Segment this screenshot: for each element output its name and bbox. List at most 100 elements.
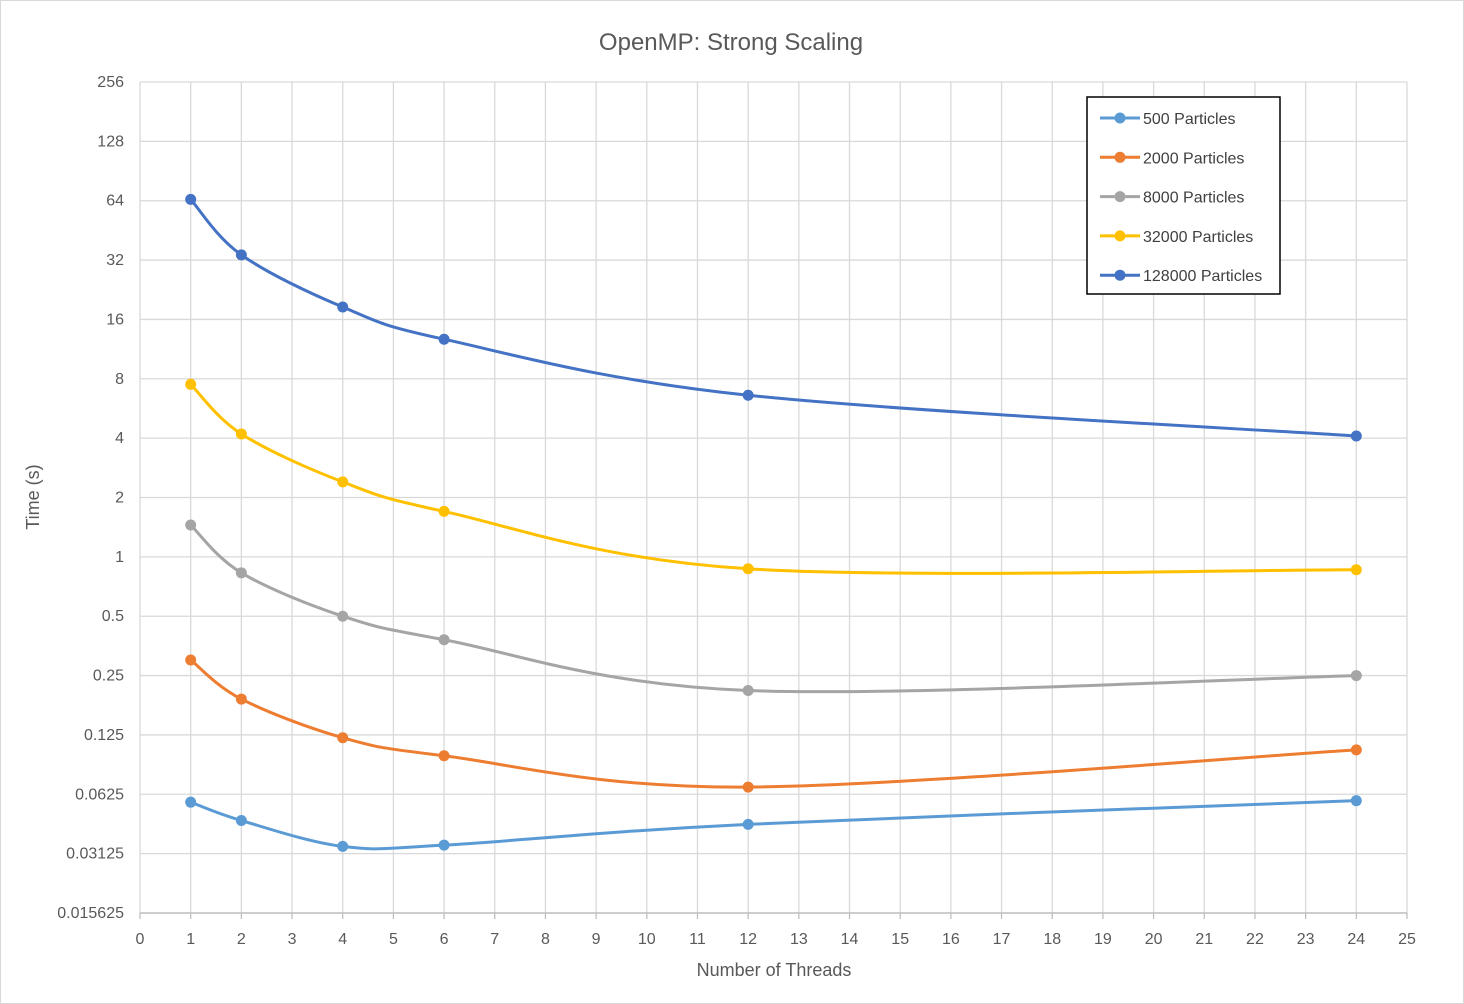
x-tick-label: 23 bbox=[1297, 931, 1315, 948]
y-tick-label: 0.125 bbox=[84, 727, 124, 744]
x-tick-label: 3 bbox=[288, 931, 297, 948]
y-tick-label: 2 bbox=[115, 490, 124, 507]
x-tick-label: 19 bbox=[1094, 931, 1112, 948]
series-0 bbox=[185, 795, 1362, 852]
x-tick-label: 8 bbox=[541, 931, 550, 948]
data-point bbox=[235, 815, 247, 827]
x-tick-label: 2 bbox=[237, 931, 246, 948]
y-tick-label: 128 bbox=[97, 133, 124, 150]
data-point bbox=[337, 610, 349, 622]
x-tick-label: 25 bbox=[1398, 931, 1416, 948]
legend-swatch-marker bbox=[1114, 191, 1126, 203]
y-tick-label: 32 bbox=[106, 252, 124, 269]
legend-swatch-marker bbox=[1114, 269, 1126, 281]
data-point bbox=[438, 634, 450, 646]
legend-item: 32000 Particles bbox=[1100, 229, 1253, 246]
x-tick-label: 9 bbox=[592, 931, 601, 948]
x-tick-label: 11 bbox=[689, 931, 706, 948]
series-3 bbox=[185, 378, 1362, 576]
data-point bbox=[742, 818, 754, 830]
x-axis-title: Number of Threads bbox=[697, 960, 852, 980]
data-point bbox=[742, 389, 754, 401]
x-tick-label: 10 bbox=[638, 931, 656, 948]
x-tick-label: 4 bbox=[338, 931, 347, 948]
legend-item: 8000 Particles bbox=[1100, 190, 1244, 207]
y-tick-label: 0.03125 bbox=[66, 846, 124, 863]
y-tick-label: 0.5 bbox=[102, 608, 124, 625]
y-tick-label: 4 bbox=[115, 430, 124, 447]
x-tick-label: 6 bbox=[440, 931, 449, 948]
legend-swatch-marker bbox=[1114, 151, 1126, 163]
legend-swatch-marker bbox=[1114, 230, 1126, 242]
data-point bbox=[1350, 430, 1362, 442]
x-tick-label: 22 bbox=[1246, 931, 1264, 948]
x-tick-label: 13 bbox=[790, 931, 808, 948]
y-tick-label: 0.015625 bbox=[57, 905, 124, 922]
data-point bbox=[1350, 795, 1362, 807]
data-point bbox=[438, 750, 450, 762]
x-tick-label: 0 bbox=[136, 931, 145, 948]
x-tick-label: 24 bbox=[1347, 931, 1365, 948]
x-tick-label: 5 bbox=[389, 931, 398, 948]
data-point bbox=[235, 428, 247, 440]
data-point bbox=[235, 693, 247, 705]
y-tick-label: 64 bbox=[106, 193, 124, 210]
series-line bbox=[189, 658, 1358, 789]
data-point bbox=[438, 505, 450, 517]
data-point bbox=[1350, 670, 1362, 682]
x-tick-label: 18 bbox=[1043, 931, 1061, 948]
x-tick-label: 17 bbox=[993, 931, 1011, 948]
legend-label: 32000 Particles bbox=[1143, 229, 1253, 246]
x-tick-label: 16 bbox=[942, 931, 960, 948]
data-point bbox=[438, 839, 450, 851]
legend-item: 2000 Particles bbox=[1100, 150, 1244, 167]
x-tick-label: 21 bbox=[1195, 931, 1213, 948]
chart-title: OpenMP: Strong Scaling bbox=[599, 29, 863, 56]
series-2 bbox=[185, 519, 1362, 697]
y-axis-title: Time (s) bbox=[23, 464, 43, 529]
y-tick-label: 256 bbox=[97, 74, 124, 91]
x-tick-label: 7 bbox=[490, 931, 499, 948]
legend-item: 128000 Particles bbox=[1100, 268, 1262, 285]
x-tick-label: 14 bbox=[841, 931, 859, 948]
gridlines bbox=[139, 81, 1408, 914]
x-tick-label: 1 bbox=[186, 931, 195, 948]
data-point bbox=[337, 732, 349, 744]
series-1 bbox=[185, 654, 1362, 793]
y-tick-labels: 256 128 64 32 16 8 4 2 1 0.5 0.25 0.125 0.0625 0.0312… bbox=[57, 74, 124, 922]
legend-label: 8000 Particles bbox=[1143, 190, 1244, 207]
legend: 500 Particles 2000 Particles 8000 Particle… bbox=[1086, 96, 1281, 295]
x-tick-label: 15 bbox=[891, 931, 909, 948]
legend-item: 500 Particles bbox=[1100, 111, 1236, 128]
data-point bbox=[185, 654, 197, 666]
data-point bbox=[235, 567, 247, 579]
x-tick-label: 20 bbox=[1145, 931, 1163, 948]
data-point bbox=[742, 685, 754, 697]
y-tick-label: 0.0625 bbox=[75, 786, 124, 803]
data-point bbox=[185, 193, 197, 205]
legend-label: 2000 Particles bbox=[1143, 150, 1244, 167]
y-tick-label: 0.25 bbox=[93, 668, 124, 685]
series-line bbox=[189, 382, 1358, 575]
y-tick-label: 8 bbox=[115, 371, 124, 388]
data-point bbox=[235, 249, 247, 261]
data-point bbox=[742, 563, 754, 575]
data-point bbox=[337, 301, 349, 313]
legend-label: 128000 Particles bbox=[1143, 268, 1262, 285]
series-line bbox=[189, 197, 1358, 438]
data-point bbox=[438, 333, 450, 345]
series-group bbox=[185, 193, 1362, 852]
data-point bbox=[1350, 564, 1362, 576]
data-point bbox=[337, 840, 349, 852]
data-point bbox=[185, 378, 197, 390]
legend-label: 500 Particles bbox=[1143, 111, 1236, 128]
series-line bbox=[189, 523, 1358, 694]
x-tick-labels: 0 1 2 3 4 5 6 7 8 9 10 11 12 13 14 15 16 17 18 19 20 21 22 23 24… bbox=[136, 931, 1416, 948]
data-point bbox=[1350, 744, 1362, 756]
axes bbox=[139, 912, 1408, 919]
y-tick-label: 1 bbox=[115, 549, 124, 566]
data-point bbox=[185, 796, 197, 808]
series-4 bbox=[185, 193, 1362, 442]
